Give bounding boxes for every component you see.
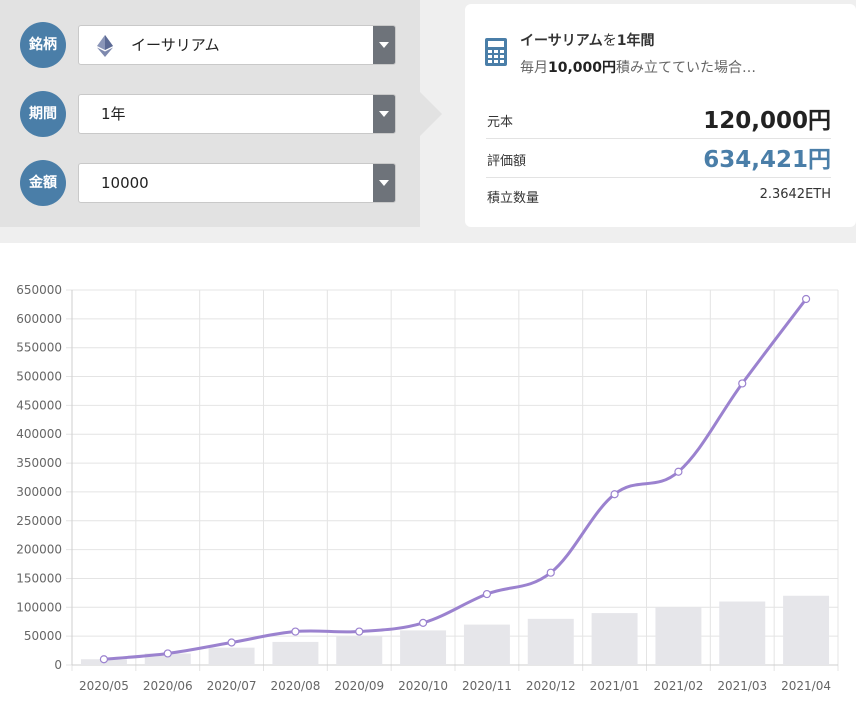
valuation-point (674, 467, 683, 476)
panel-arrow (420, 92, 442, 136)
summary-particle: を (602, 33, 617, 49)
bar-principal (527, 618, 574, 665)
y-tick-label: 150000 (16, 571, 62, 585)
x-tick-label: 2020/10 (398, 679, 448, 693)
amount-row: 金額 10000 (20, 160, 398, 206)
y-tick-label: 200000 (16, 543, 62, 557)
y-tick-label: 0 (54, 658, 62, 672)
bar-principal (144, 653, 191, 665)
x-tick-label: 2020/07 (207, 679, 257, 693)
x-tick-label: 2020/09 (334, 679, 384, 693)
valuation-point (801, 294, 811, 304)
valuation-point (738, 379, 747, 388)
bar-principal (400, 630, 447, 665)
valuation-point (163, 649, 172, 658)
summary-period: 1年間 (616, 33, 655, 49)
amount-select[interactable]: 10000 (78, 163, 396, 203)
top-panel: 銘柄 イーサリアム 期間 1年 金額 10000 (0, 0, 856, 243)
coin-value: イーサリアム (131, 36, 220, 54)
valuation-point (546, 568, 555, 577)
chevron-down-icon[interactable] (373, 26, 395, 64)
y-tick-label: 50000 (24, 629, 62, 643)
amount-value: 10000 (101, 174, 149, 192)
valuation-point (610, 490, 619, 499)
valuation-point (482, 589, 492, 599)
principal-value: 120,000円 (703, 108, 831, 134)
quantity-value: 2.3642ETH (759, 187, 831, 202)
bar-principal (783, 595, 830, 665)
calculator-icon (485, 38, 507, 66)
valuation-point (227, 638, 236, 647)
x-tick-label: 2020/11 (462, 679, 512, 693)
valuation-value: 634,421円 (703, 147, 831, 173)
summary-monthly: 10,000円 (548, 60, 617, 76)
valuation-row: 評価額 634,421円 (486, 139, 831, 178)
bar-principal (463, 624, 510, 665)
y-tick-label: 350000 (16, 456, 62, 470)
chart-area: 0 50000 100000 150000 200000 250000 300000 3500… (0, 243, 856, 702)
x-tick-label: 2020/08 (270, 679, 320, 693)
ethereum-icon (97, 35, 113, 57)
bar-principal (655, 607, 702, 665)
accumulation-chart: 0 50000 100000 150000 200000 250000 300000 3500… (16, 283, 839, 693)
period-value: 1年 (101, 105, 126, 123)
x-tick-label: 2020/05 (79, 679, 129, 693)
y-tick-label: 500000 (16, 370, 62, 384)
bar-principal (336, 636, 383, 665)
period-badge: 期間 (20, 91, 66, 137)
valuation-point (99, 655, 109, 664)
coin-select[interactable]: イーサリアム (78, 25, 396, 65)
valuation-point (291, 627, 300, 636)
result-summary: イーサリアムを1年間 毎月10,000円積み立てていた場合… 元本 120,00… (465, 4, 856, 227)
x-tick-label: 2021/01 (590, 679, 640, 693)
x-tick-label: 2020/06 (143, 679, 193, 693)
y-tick-label: 450000 (16, 398, 62, 412)
summary-title: イーサリアムを1年間 (520, 30, 655, 50)
valuation-label: 評価額 (487, 154, 527, 169)
y-tick-label: 550000 (16, 341, 62, 355)
x-tick-label: 2020/12 (526, 679, 576, 693)
chevron-down-icon[interactable] (373, 164, 395, 202)
y-tick-label: 100000 (16, 600, 62, 614)
y-tick-label: 650000 (16, 283, 62, 297)
quantity-row: 積立数量 2.3642ETH (486, 178, 831, 212)
coin-row: 銘柄 イーサリアム (20, 22, 398, 68)
bar-principal (208, 647, 255, 665)
y-tick-label: 400000 (16, 427, 62, 441)
valuation-point (355, 627, 364, 636)
bar-principal (591, 613, 638, 665)
y-tick-label: 250000 (16, 514, 62, 528)
quantity-label: 積立数量 (487, 191, 540, 206)
x-tick-label: 2021/02 (653, 679, 703, 693)
y-tick-label: 600000 (16, 312, 62, 326)
y-tick-label: 300000 (16, 485, 62, 499)
summary-sub-suffix: 積み立てていた場合… (616, 60, 757, 76)
chevron-down-icon[interactable] (373, 95, 395, 133)
summary-coin: イーサリアム (520, 33, 603, 49)
principal-row: 元本 120,000円 (486, 99, 831, 139)
x-tick-label: 2021/03 (717, 679, 767, 693)
period-select[interactable]: 1年 (78, 94, 396, 134)
coin-badge: 銘柄 (20, 22, 66, 68)
amount-badge: 金額 (20, 160, 66, 206)
x-tick-label: 2021/04 (781, 679, 831, 693)
simulation-form: 銘柄 イーサリアム 期間 1年 金額 10000 (0, 0, 420, 227)
valuation-point (418, 618, 428, 627)
principal-label: 元本 (487, 115, 514, 130)
bar-principal (272, 641, 319, 665)
period-row: 期間 1年 (20, 91, 398, 137)
summary-sub-prefix: 毎月 (520, 60, 548, 76)
summary-subtitle: 毎月10,000円積み立てていた場合… (520, 57, 756, 77)
bar-principal (719, 601, 766, 665)
